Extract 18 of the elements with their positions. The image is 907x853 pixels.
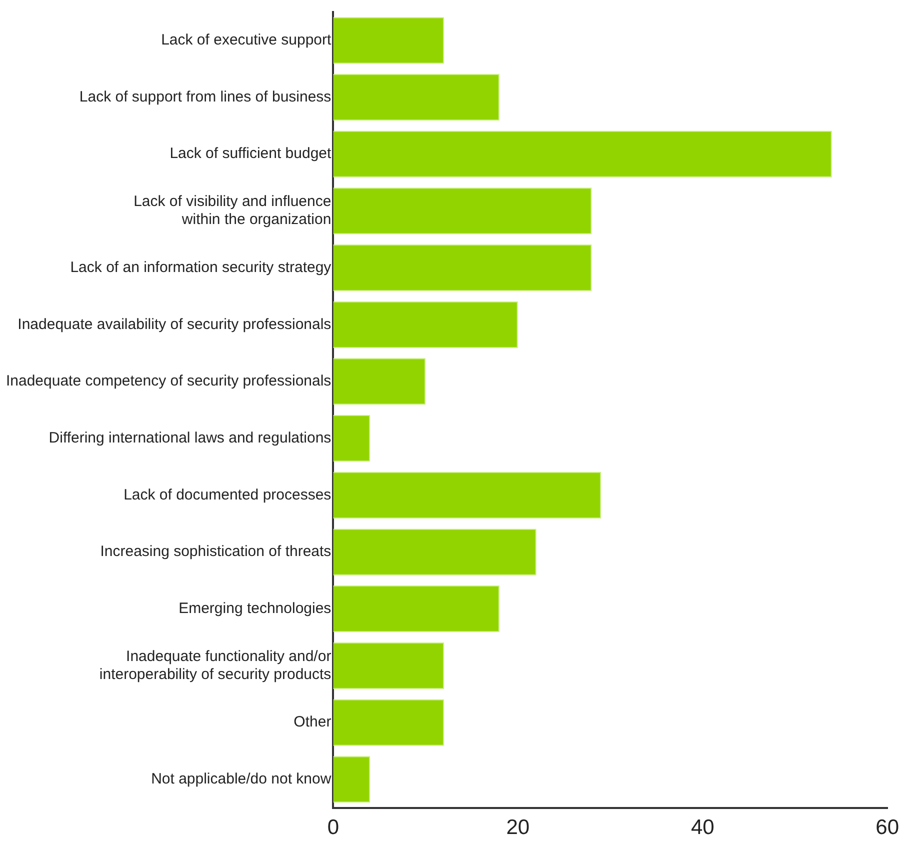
x-tick-label: 0 [327, 816, 340, 840]
x-tick-label: 20 [506, 816, 530, 840]
y-tick-label: Emerging technologies [178, 600, 332, 617]
x-tick-label: 60 [876, 816, 899, 840]
y-tick-label: Inadequate functionality and/or interoperability of security products [99, 648, 332, 683]
y-tick-label: Lack of an information security strategy [70, 258, 332, 276]
y-tick-label: Inadequate availability of security professionals [18, 316, 332, 333]
y-tick-label: Lack of visibility and influence within the organization [134, 193, 332, 228]
y-tick-label: Inadequate competency of security professionals [6, 372, 332, 390]
y-tick-label: Lack of executive support [161, 32, 332, 49]
y-tick-label: Other [294, 714, 332, 731]
y-tick-label: Lack of support from lines of business [79, 88, 332, 106]
y-tick-label: Lack of sufficient budget [170, 145, 332, 162]
x-tick-label: 40 [690, 816, 714, 840]
y-tick-label: Increasing sophistication of threats [100, 543, 332, 560]
y-tick-label: Lack of documented processes [124, 486, 332, 504]
y-tick-label: Not applicable/do not know [151, 770, 332, 788]
y-tick-label: Differing international laws and regulations [48, 429, 332, 446]
